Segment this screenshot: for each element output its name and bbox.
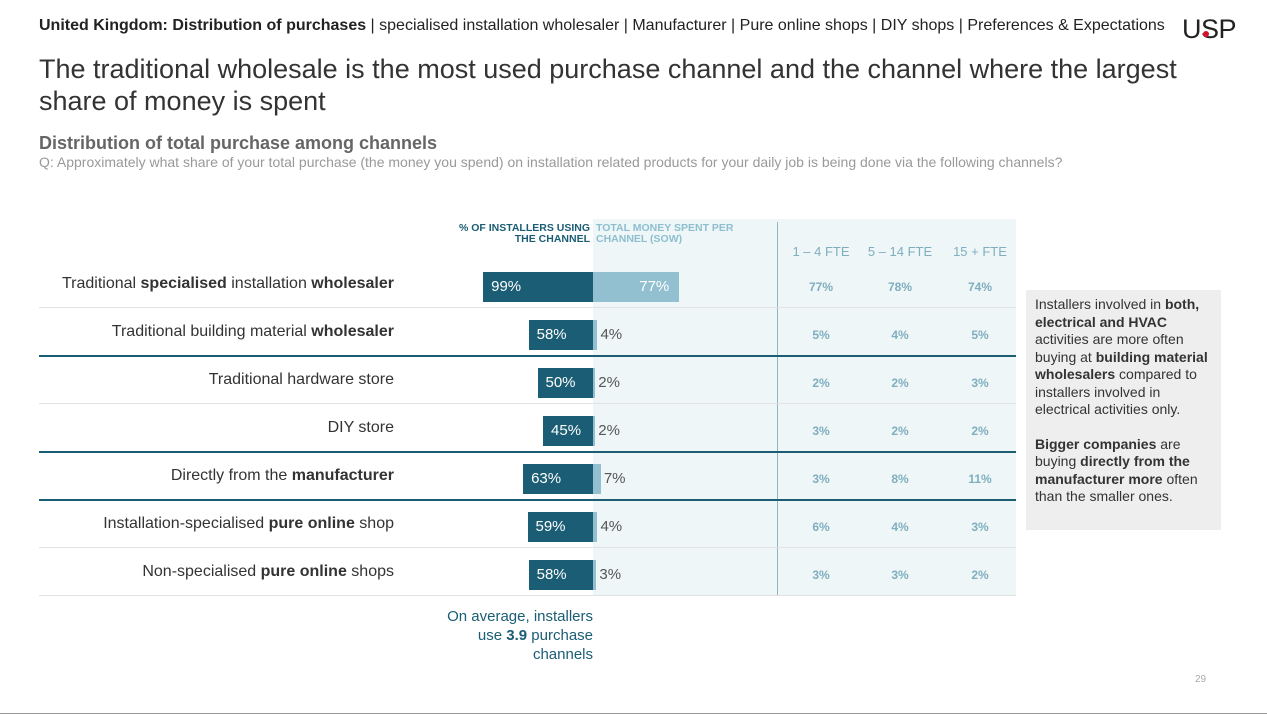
fte-value-3: 74% bbox=[967, 280, 993, 294]
row-separator bbox=[39, 403, 1016, 404]
sow-value-label: 4% bbox=[600, 518, 623, 535]
fte-value-2: 4% bbox=[891, 328, 909, 342]
fte-value-1: 2% bbox=[812, 376, 830, 390]
sow-bar bbox=[593, 368, 596, 398]
fte-value-3: 3% bbox=[971, 520, 989, 534]
fte-value-2: 8% bbox=[891, 472, 909, 486]
usage-bar bbox=[528, 320, 593, 350]
fte-value-1: 3% bbox=[812, 568, 830, 582]
column-header-using: % OF INSTALLERS USING THE CHANNEL bbox=[458, 222, 590, 245]
sow-bar bbox=[593, 416, 596, 446]
channel-row: Traditional specialised installation who… bbox=[39, 260, 1016, 308]
fte-value-2: 78% bbox=[887, 280, 913, 294]
logo-dot-icon bbox=[1203, 31, 1209, 37]
sow-bar bbox=[593, 272, 680, 302]
breadcrumb-country: United Kingdom: Distribution of purchase… bbox=[39, 17, 367, 34]
sow-value-label: 77% bbox=[639, 278, 670, 295]
sow-bar bbox=[593, 512, 598, 542]
usage-bar bbox=[483, 272, 593, 302]
average-channels-value: 3.9 bbox=[506, 627, 528, 644]
usage-value-label: 58% bbox=[536, 566, 567, 583]
fte-value-1: 3% bbox=[812, 424, 830, 438]
footer-divider bbox=[0, 713, 1267, 714]
survey-question: Q: Approximately what share of your tota… bbox=[39, 154, 1063, 170]
insight-note: Installers involved in both, electrical … bbox=[1026, 290, 1221, 530]
row-separator bbox=[39, 355, 1016, 357]
section-title: Distribution of total purchase among cha… bbox=[39, 133, 438, 153]
usp-logo: USP bbox=[1182, 14, 1237, 44]
channel-label: Directly from the manufacturer bbox=[170, 467, 394, 484]
channel-label: Traditional building material wholesaler bbox=[111, 323, 394, 340]
page-number: 29 bbox=[1195, 674, 1207, 685]
channel-label: Non-specialised pure online shops bbox=[142, 563, 394, 580]
fte-value-3: 5% bbox=[971, 328, 989, 342]
sow-bar bbox=[593, 320, 598, 350]
breadcrumb: United Kingdom: Distribution of purchase… bbox=[39, 17, 1165, 35]
usage-bar bbox=[537, 368, 593, 398]
row-separator bbox=[39, 451, 1016, 453]
sow-bar bbox=[593, 560, 597, 590]
channel-label: Traditional specialised installation who… bbox=[61, 275, 394, 292]
column-header-sow: TOTAL MONEY SPENT PER CHANNEL (SOW) bbox=[596, 222, 734, 245]
sow-value-label: 2% bbox=[598, 374, 620, 391]
usage-value-label: 58% bbox=[536, 326, 567, 343]
fte-value-3: 2% bbox=[971, 424, 989, 438]
fte-value-2: 4% bbox=[891, 520, 909, 534]
fte-header-medium: 5 – 14 FTE bbox=[867, 244, 933, 259]
usage-value-label: 63% bbox=[531, 470, 562, 487]
usage-value-label: 59% bbox=[535, 518, 566, 535]
fte-value-3: 3% bbox=[971, 376, 989, 390]
usage-bar bbox=[523, 464, 593, 494]
usage-value-label: 99% bbox=[491, 278, 522, 295]
usage-value-label: 45% bbox=[551, 422, 582, 439]
fte-value-1: 6% bbox=[812, 520, 830, 534]
channel-row: Directly from the manufacturer 63% 7% 3% 8% 1… bbox=[39, 452, 1016, 500]
channel-row: Traditional hardware store 50% 2% 2% 2% 3% bbox=[39, 356, 1016, 404]
usage-value-label: 50% bbox=[545, 374, 576, 391]
fte-value-1: 3% bbox=[812, 472, 830, 486]
insight-note-electrical-hvac: Installers involved in both, electrical … bbox=[1035, 296, 1208, 417]
sow-value-label: 2% bbox=[598, 422, 620, 439]
fte-value-3: 2% bbox=[971, 568, 989, 582]
channel-row: Installation-specialised pure online sho… bbox=[39, 500, 1016, 548]
sow-value-label: 3% bbox=[599, 566, 622, 583]
channel-row: DIY store 45% 2% 3% 2% 2% bbox=[39, 404, 1016, 452]
fte-value-3: 11% bbox=[968, 472, 992, 486]
usage-bar bbox=[543, 416, 593, 446]
channel-label: Traditional hardware store bbox=[208, 371, 394, 388]
channel-row: Traditional building material wholesaler… bbox=[39, 308, 1016, 356]
usage-bar bbox=[528, 560, 593, 590]
fte-value-2: 3% bbox=[891, 568, 909, 582]
fte-value-1: 5% bbox=[812, 328, 830, 342]
channel-label: Installation-specialised pure online sho… bbox=[103, 515, 394, 532]
sow-value-label: 4% bbox=[600, 326, 623, 343]
fte-value-1: 77% bbox=[808, 280, 834, 294]
fte-header-large: 15 + FTE bbox=[953, 244, 1007, 259]
sow-bar bbox=[593, 464, 601, 494]
fte-header-small: 1 – 4 FTE bbox=[792, 244, 850, 259]
row-separator bbox=[39, 595, 1016, 596]
fte-value-2: 2% bbox=[891, 376, 909, 390]
row-separator bbox=[39, 307, 1016, 308]
page-title: The traditional wholesale is the most us… bbox=[39, 54, 1177, 116]
row-separator bbox=[39, 499, 1016, 501]
row-separator bbox=[39, 547, 1016, 548]
sow-value-label: 7% bbox=[603, 470, 626, 487]
channel-label: DIY store bbox=[327, 419, 394, 436]
panel-divider bbox=[777, 222, 778, 595]
insight-note-company-size: Bigger companies are buying directly fro… bbox=[1035, 435, 1198, 505]
fte-value-2: 2% bbox=[891, 424, 909, 438]
average-channels-note: On average, installers use 3.9 purchase … bbox=[447, 608, 593, 663]
usage-bar bbox=[527, 512, 593, 542]
channel-row: Non-specialised pure online shops 58% 3% 3%… bbox=[39, 548, 1016, 596]
breadcrumb-sections: | specialised installation wholesaler | … bbox=[366, 17, 1165, 34]
